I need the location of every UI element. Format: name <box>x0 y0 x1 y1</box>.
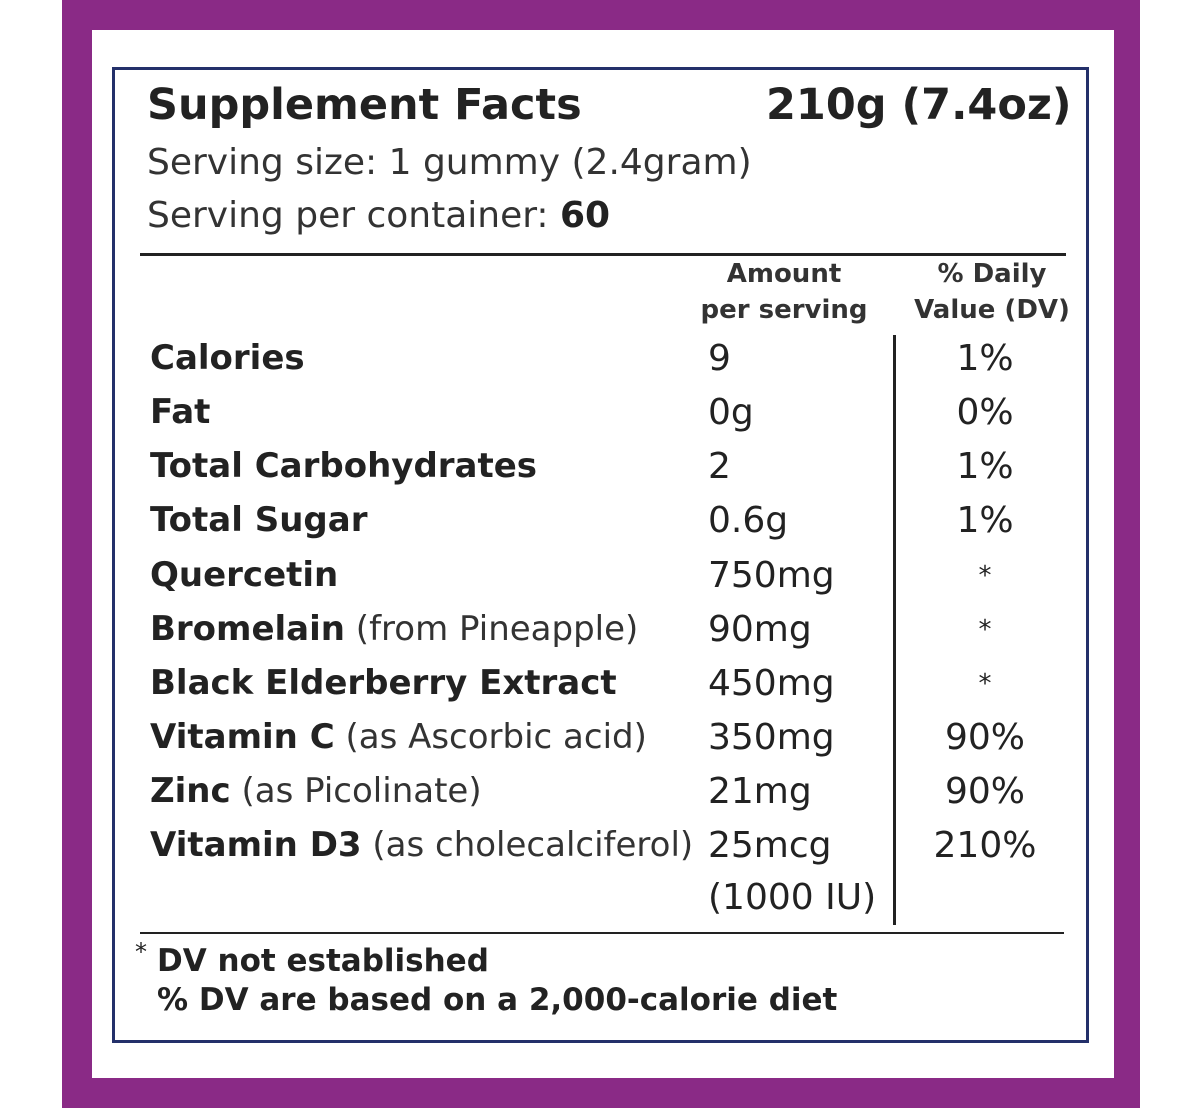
nutrient-dv: 0% <box>956 392 1014 433</box>
nutrient-amount: 750mg <box>708 555 835 596</box>
nutrient-amount: 2 <box>708 446 731 487</box>
nutrient-amount: 0g <box>708 392 754 433</box>
nutrient-amount: 0.6g <box>708 500 789 541</box>
nutrient-dv: 90% <box>944 771 1025 812</box>
nutrient-amount: 90mg <box>708 609 812 650</box>
nutrient-amount: 9 <box>708 338 731 379</box>
footnote-asterisk: * <box>135 938 147 966</box>
nutrient-name: Zinc (as Picolinate) <box>150 771 482 811</box>
nutrient-dv: 1% <box>956 446 1014 487</box>
dv-column-header: % Daily Value (DV) <box>910 256 1074 328</box>
supplement-facts-title: Supplement Facts <box>147 80 582 130</box>
dv-header-line1: % Daily <box>937 259 1047 289</box>
nutrient-dv: 210% <box>933 825 1037 866</box>
dv-header-line2: Value (DV) <box>914 295 1070 325</box>
footnote-dv-not-established: DV not established <box>157 943 489 979</box>
header-divider <box>140 253 1066 256</box>
footer-divider <box>140 932 1064 934</box>
nutrient-name: Quercetin <box>150 555 339 595</box>
net-weight: 210g (7.4oz) <box>766 80 1072 130</box>
nutrient-name: Total Sugar <box>150 500 368 540</box>
nutrient-name: Vitamin D3 (as cholecalciferol) <box>150 825 694 865</box>
nutrient-dv: * <box>978 615 992 645</box>
nutrient-dv: 1% <box>956 500 1014 541</box>
nutrient-name: Calories <box>150 338 305 378</box>
nutrient-name: Vitamin C (as Ascorbic acid) <box>150 717 647 757</box>
nutrient-name: Bromelain (from Pineapple) <box>150 609 639 649</box>
nutrient-amount: 21mg <box>708 771 812 812</box>
amount-header-line2: per serving <box>700 295 868 325</box>
servings-per-container: Serving per container: 60 <box>147 195 610 236</box>
nutrient-dv: 90% <box>944 717 1025 758</box>
nutrient-amount: 450mg <box>708 663 835 704</box>
nutrient-dv: 1% <box>956 338 1014 379</box>
column-divider <box>893 335 896 925</box>
amount-column-header: Amount per serving <box>700 256 868 328</box>
nutrient-dv: * <box>978 561 992 591</box>
amount-header-line1: Amount <box>726 259 842 289</box>
servings-value: 60 <box>559 195 611 236</box>
white-panel <box>92 30 1114 1078</box>
nutrient-name: Total Carbohydrates <box>150 446 538 486</box>
footnote-calorie-diet: % DV are based on a 2,000-calorie diet <box>157 982 838 1018</box>
supplement-facts-box <box>112 67 1089 1043</box>
serving-size: Serving size: 1 gummy (2.4gram) <box>147 142 752 183</box>
nutrient-name: Black Elderberry Extract <box>150 663 617 703</box>
servings-label: Serving per container: <box>147 195 560 236</box>
nutrient-name: Fat <box>150 392 211 432</box>
nutrient-amount: 25mcg <box>708 825 832 866</box>
nutrient-amount: 350mg <box>708 717 835 758</box>
nutrient-amount-secondary: (1000 IU) <box>708 877 877 918</box>
nutrient-dv: * <box>978 669 992 699</box>
